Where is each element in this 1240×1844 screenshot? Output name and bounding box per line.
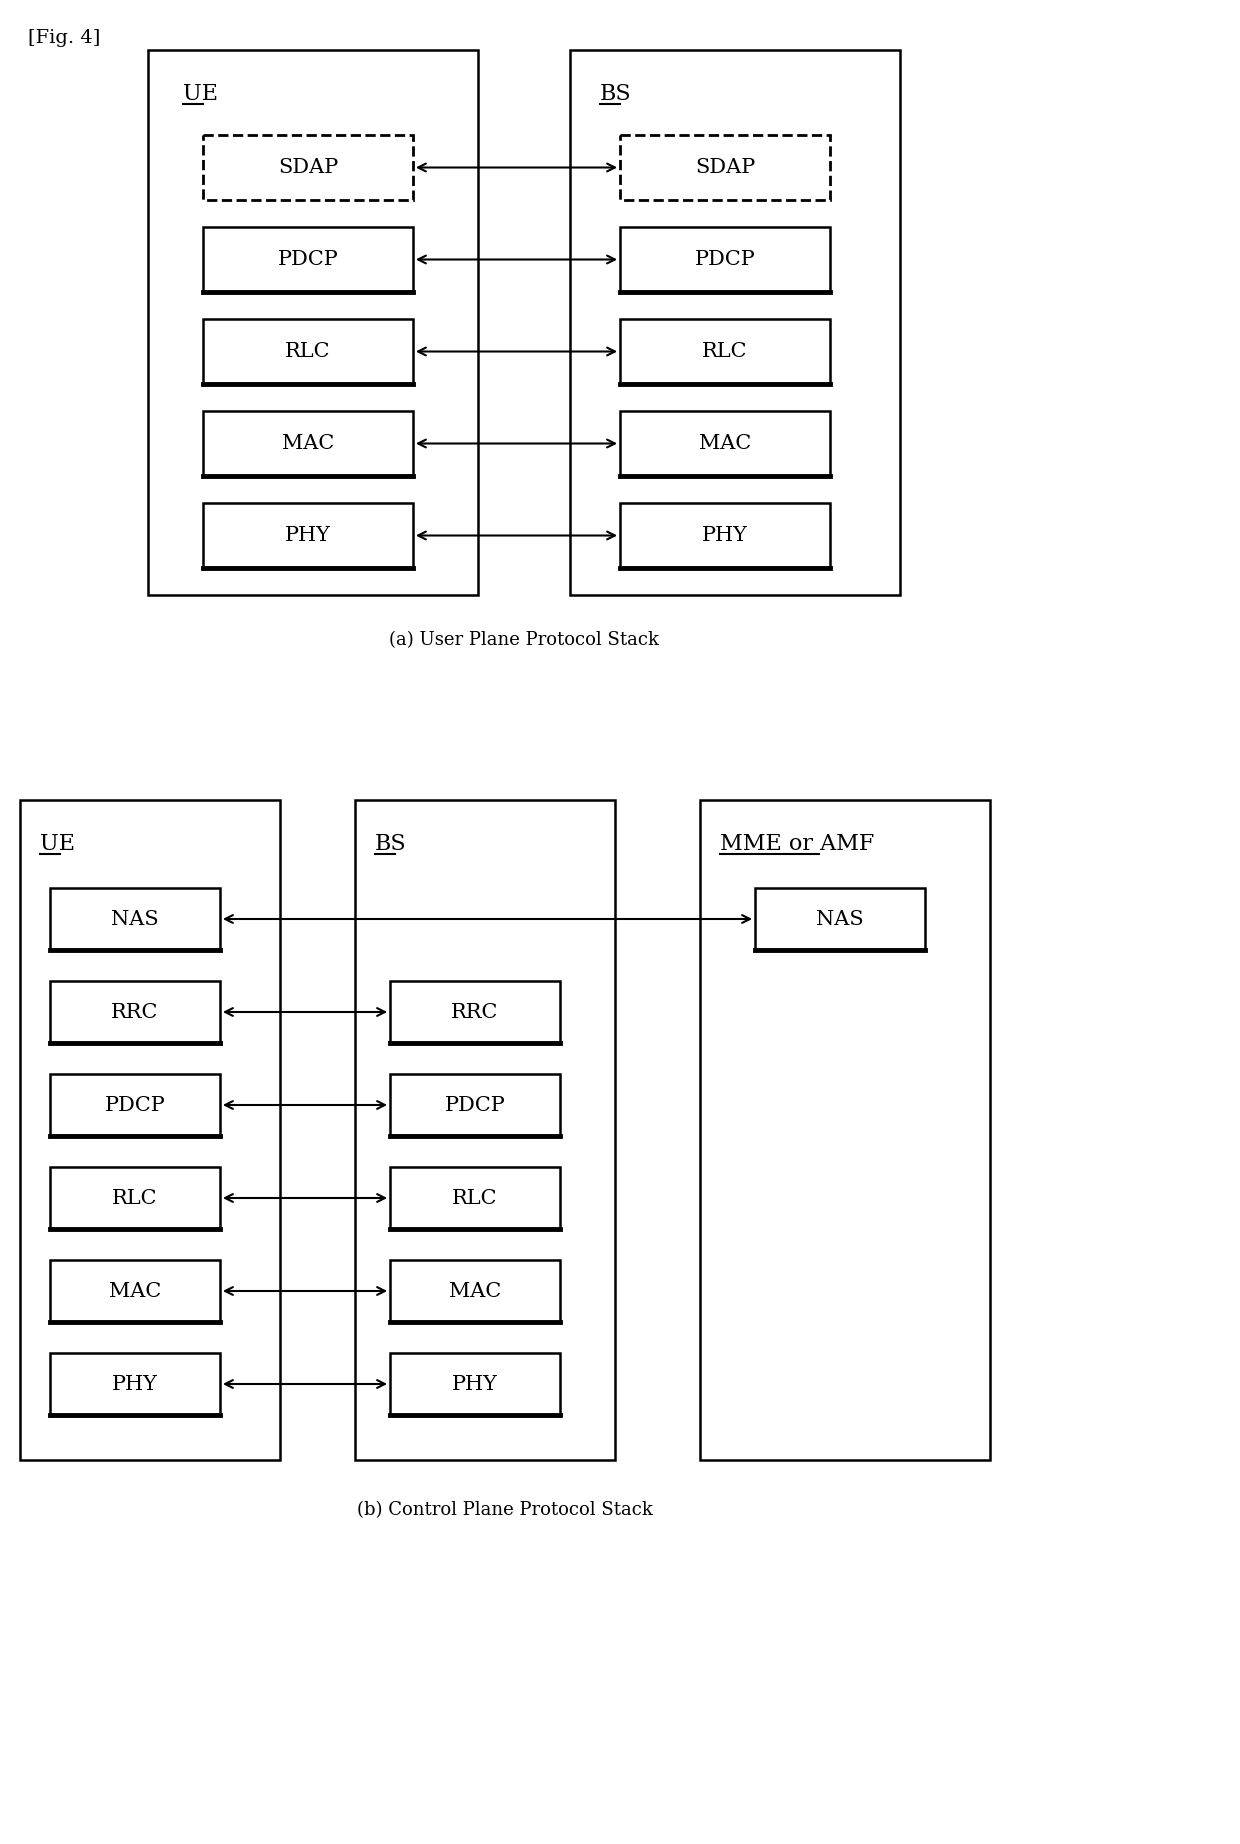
Text: UE: UE [40,833,74,856]
Text: PDCP: PDCP [445,1095,506,1114]
Text: MAC: MAC [699,433,751,454]
Bar [50,1353,219,1414]
Text: RRC: RRC [112,1003,159,1022]
Text: MAC: MAC [109,1282,161,1300]
Text: PHY: PHY [453,1374,498,1394]
Text: PHY: PHY [702,526,748,546]
Text: RLC: RLC [113,1189,157,1208]
Text: BS: BS [374,833,407,856]
Bar [391,1353,560,1414]
Bar [620,411,830,476]
Bar [50,1073,219,1136]
Text: RLC: RLC [453,1189,497,1208]
Bar [620,227,830,291]
Text: (a) User Plane Protocol Stack: (a) User Plane Protocol Stack [389,631,658,649]
Text: PHY: PHY [112,1374,157,1394]
Text: MAC: MAC [281,433,334,454]
Text: RLC: RLC [285,341,331,361]
Text: MME or AMF: MME or AMF [720,833,874,856]
Bar [701,800,990,1460]
Text: MAC: MAC [449,1282,501,1300]
Bar [391,1259,560,1322]
Bar [620,503,830,568]
Bar [20,800,280,1460]
Bar [391,1073,560,1136]
Text: PHY: PHY [285,526,331,546]
Text: PDCP: PDCP [104,1095,165,1114]
Text: PDCP: PDCP [278,251,339,269]
Text: (b) Control Plane Protocol Stack: (b) Control Plane Protocol Stack [357,1501,653,1519]
Bar [755,889,925,950]
Text: RRC: RRC [451,1003,498,1022]
Text: BS: BS [600,83,631,105]
Text: RLC: RLC [702,341,748,361]
Bar [148,50,477,596]
Bar [50,981,219,1044]
Bar [570,50,900,596]
Bar [355,800,615,1460]
Text: NAS: NAS [816,909,864,929]
Bar [203,503,413,568]
Text: NAS: NAS [112,909,159,929]
Bar [203,319,413,384]
Text: SDAP: SDAP [278,159,339,177]
Bar [203,411,413,476]
Bar [50,1167,219,1228]
Text: UE: UE [184,83,218,105]
Bar [391,1167,560,1228]
Bar [391,981,560,1044]
Text: SDAP: SDAP [694,159,755,177]
Bar [50,889,219,950]
Text: PDCP: PDCP [694,251,755,269]
Bar [203,135,413,199]
Bar [203,227,413,291]
Bar [620,319,830,384]
Bar [50,1259,219,1322]
Text: [Fig. 4]: [Fig. 4] [29,30,100,46]
Bar [620,135,830,199]
